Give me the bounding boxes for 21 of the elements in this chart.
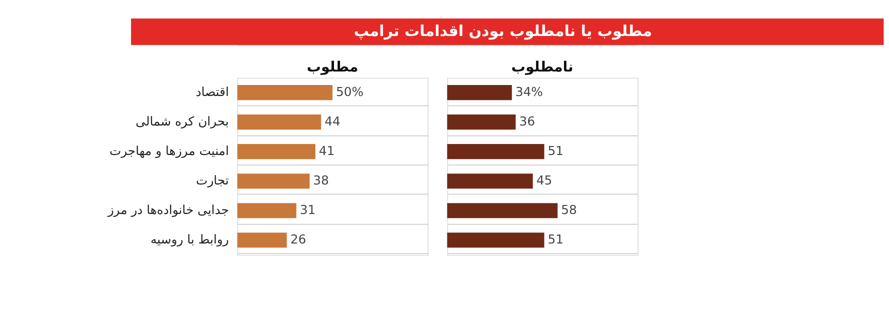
data-label: 31: [300, 202, 316, 218]
series-label: نامطلوب: [511, 60, 574, 76]
y-tick-label: اقتصاد: [196, 84, 229, 100]
data-label: 51: [548, 232, 564, 247]
data-label: 50%: [336, 84, 364, 100]
data-label: 44: [324, 114, 340, 129]
y-tick-label: جدایی خانواده‌ها در مرز: [106, 202, 229, 218]
data-label: 26: [290, 232, 306, 247]
y-tick-label: روابط با روسیه: [150, 232, 229, 248]
data-label: 58: [561, 202, 577, 218]
data-label: 45: [536, 172, 552, 188]
data-label: 38: [313, 172, 330, 188]
data-label: 34%: [515, 84, 544, 100]
y-tick-label: تجارت: [196, 172, 230, 189]
data-label: 51: [548, 143, 564, 158]
y-tick-label: بحران کره شمالی: [136, 114, 229, 130]
data-label: 36: [519, 114, 536, 129]
y-tick-label: امنیت مرزها و مهاجرت: [109, 143, 229, 160]
data-label: 41: [318, 143, 335, 158]
series-label: مطلوب: [306, 60, 358, 76]
text: مطلوب یا نامطلوب بودن اقدامات ترامپ: [354, 22, 652, 40]
